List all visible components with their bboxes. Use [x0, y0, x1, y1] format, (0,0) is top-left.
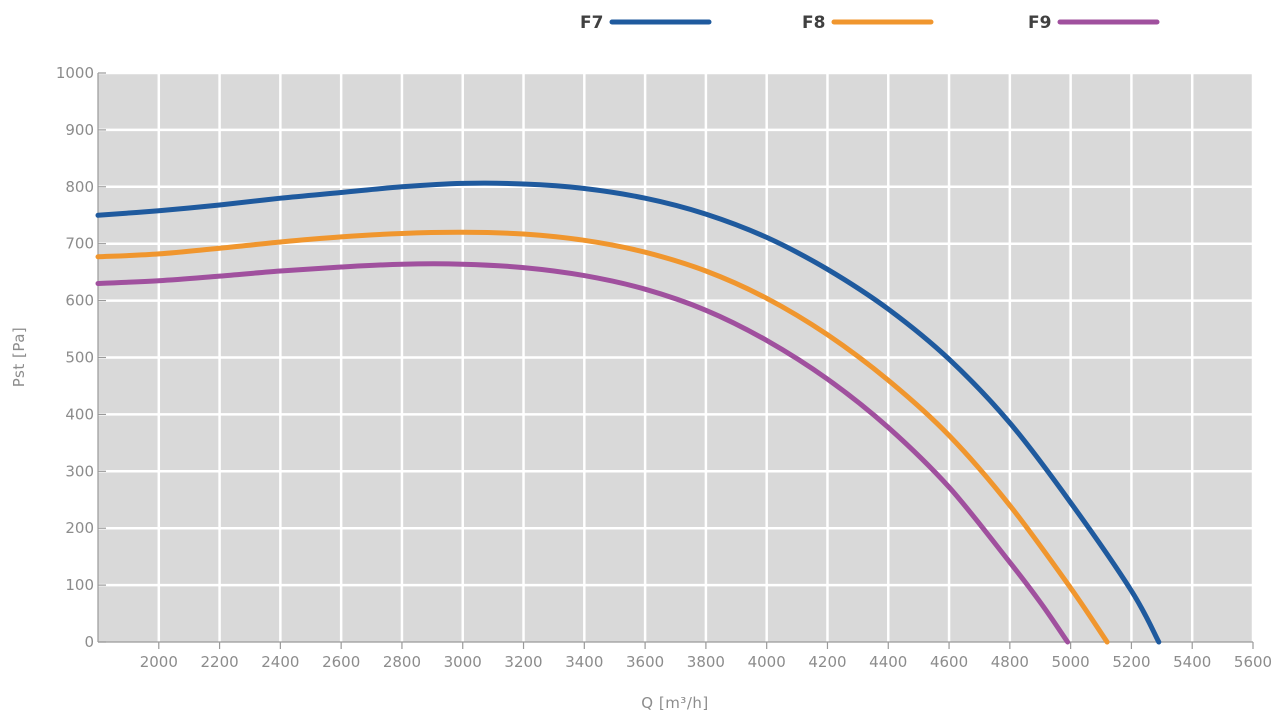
x-axis-title: Q [m³/h] [641, 694, 708, 712]
x-tick-label: 2400 [261, 653, 299, 671]
grid-lines [98, 71, 1255, 642]
x-tick-label: 2200 [200, 653, 238, 671]
y-tick-label: 800 [65, 178, 94, 196]
x-tick-label: 2800 [383, 653, 421, 671]
y-tick-label: 200 [65, 519, 94, 537]
y-tick-label: 600 [65, 292, 94, 310]
legend-label-f7: F7 [580, 13, 603, 33]
x-tick-label: 4400 [869, 653, 907, 671]
x-tick-label: 3600 [626, 653, 664, 671]
y-tick-label: 0 [84, 633, 94, 651]
y-tick-label: 700 [65, 235, 94, 253]
y-axis-ticks: 0 100 200 300 400 500 600 700 800 900 1000 [56, 64, 106, 651]
x-tick-label: 3200 [504, 653, 542, 671]
x-tick-label: 4000 [748, 653, 786, 671]
y-tick-label: 400 [65, 405, 94, 423]
y-tick-label: 500 [65, 349, 94, 367]
series-line-f9 [95, 261, 1071, 645]
x-tick-label: 3800 [687, 653, 725, 671]
series-line-f8 [95, 229, 1110, 645]
x-tick-label: 2600 [322, 653, 360, 671]
x-tick-label: 4600 [930, 653, 968, 671]
legend-label-f8: F8 [802, 13, 825, 33]
x-axis-ticks: 2000 2200 2400 2600 2800 3000 3200 3400 3600 3800… [140, 642, 1272, 671]
x-tick-label: 5000 [1052, 653, 1090, 671]
legend: F7 F8 F9 [580, 13, 1160, 33]
series-lines [95, 180, 1162, 645]
y-tick-label: 100 [65, 576, 94, 594]
x-tick-label: 3400 [565, 653, 603, 671]
x-tick-label: 2000 [140, 653, 178, 671]
legend-label-f9: F9 [1028, 13, 1051, 33]
x-tick-label: 4800 [991, 653, 1029, 671]
y-tick-label: 900 [65, 121, 94, 139]
y-tick-label: 1000 [56, 64, 94, 82]
y-axis-title: Pst [Pa] [10, 327, 28, 388]
x-tick-label: 5200 [1112, 653, 1150, 671]
x-tick-label: 5600 [1234, 653, 1272, 671]
x-tick-label: 5400 [1173, 653, 1211, 671]
x-tick-label: 4200 [808, 653, 846, 671]
x-tick-label: 3000 [444, 653, 482, 671]
series-line-f7 [95, 180, 1162, 645]
y-tick-label: 300 [65, 462, 94, 480]
